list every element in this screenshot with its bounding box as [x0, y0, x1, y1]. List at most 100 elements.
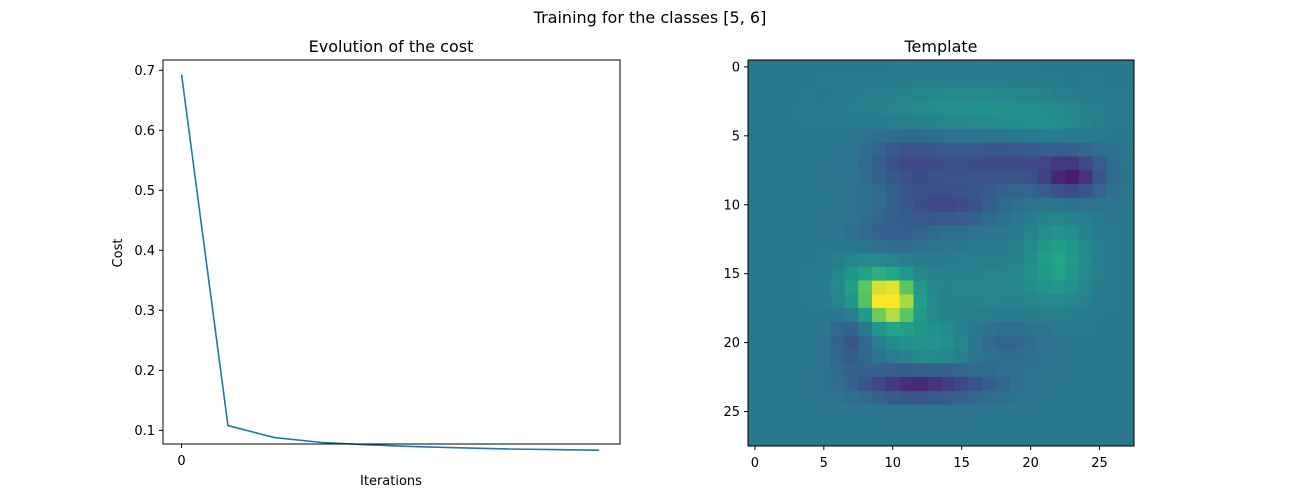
heatmap-cell	[899, 73, 914, 88]
heatmap-cell	[1065, 308, 1080, 323]
heatmap-cell	[1051, 266, 1066, 281]
heatmap-cell	[816, 225, 832, 240]
heatmap-cell	[789, 253, 804, 268]
heatmap-cell	[803, 266, 818, 281]
heatmap-cell	[816, 349, 832, 364]
heatmap-cell	[789, 266, 804, 281]
heatmap-cell	[1092, 156, 1107, 171]
heatmap-cell	[761, 294, 776, 309]
heatmap-cell	[1065, 142, 1080, 157]
heatmap-cell	[899, 115, 914, 130]
heatmap-cell	[927, 266, 942, 281]
heatmap-cell	[789, 128, 804, 144]
heatmap-cell	[844, 390, 859, 406]
heatmap-cell	[872, 115, 887, 130]
heatmap-cell	[803, 390, 818, 406]
heatmap-cell	[968, 73, 983, 88]
heatmap-cell	[1023, 390, 1038, 406]
heatmap-cell	[803, 363, 818, 378]
heatmap-cell	[1120, 266, 1135, 281]
heatmap-cell	[1009, 432, 1025, 447]
heatmap-cell	[927, 225, 942, 240]
heatmap-cell	[899, 142, 914, 157]
heatmap-cell	[803, 225, 818, 240]
heatmap-cell	[941, 156, 956, 171]
heatmap-cell	[761, 225, 776, 240]
heatmap-cell	[941, 101, 956, 116]
heatmap-cell	[816, 266, 832, 281]
heatmap-cell	[996, 294, 1011, 309]
heatmap-cell	[968, 253, 983, 268]
heatmap-cell	[1051, 197, 1066, 213]
heatmap-cell	[885, 115, 901, 130]
heatmap-cell	[1120, 197, 1135, 213]
heatmap-cell	[844, 142, 859, 157]
cost-y-tick-label: 0.2	[134, 364, 155, 379]
heatmap-cell	[927, 432, 942, 447]
heatmap-cell	[899, 390, 914, 406]
heatmap-cell	[1051, 280, 1066, 295]
heatmap-cell	[1092, 128, 1107, 144]
heatmap-cell	[982, 432, 997, 447]
heatmap-cell	[982, 404, 997, 419]
heatmap-cell	[954, 225, 969, 240]
heatmap-cell	[1023, 294, 1038, 309]
heatmap-cell	[899, 349, 914, 364]
heatmap-cell	[899, 418, 914, 433]
heatmap-cell	[1009, 128, 1025, 144]
heatmap-cell	[1106, 156, 1121, 171]
heatmap-cell	[941, 253, 956, 268]
heatmap-cell	[982, 321, 997, 337]
heatmap-cell	[968, 377, 983, 392]
heatmap-cell	[775, 335, 790, 350]
heatmap-cell	[885, 418, 901, 433]
heatmap-cell	[941, 266, 956, 281]
heatmap-cell	[872, 73, 887, 88]
heatmap-cell	[761, 321, 776, 337]
heatmap-cell	[1120, 294, 1135, 309]
heatmap-cell	[830, 197, 845, 213]
heatmap-cell	[858, 115, 873, 130]
heatmap-cell	[789, 404, 804, 419]
heatmap-cell	[954, 321, 969, 337]
cost-chart-plot-area: 0.1 0.2 0.3 0.4 0.5 0.6 0.7 0	[134, 59, 621, 469]
heatmap-cell	[1120, 377, 1135, 392]
heatmap-cell	[872, 349, 887, 364]
heatmap-cell	[1092, 377, 1107, 392]
heatmap-cell	[872, 184, 887, 199]
heatmap-cell	[872, 101, 887, 116]
heatmap-cell	[968, 418, 983, 433]
heatmap-cell	[1037, 280, 1052, 295]
heatmap-cell	[748, 211, 763, 226]
heatmap-cell	[968, 363, 983, 378]
heatmap-cell	[1037, 101, 1052, 116]
heatmap-cell	[1092, 115, 1107, 130]
heatmap-cell	[1106, 294, 1121, 309]
heatmap-cell	[816, 335, 832, 350]
heatmap-cell	[830, 363, 845, 378]
heatmap-cell	[1065, 253, 1080, 268]
heatmap-cell	[1037, 184, 1052, 199]
heatmap-cell	[872, 197, 887, 213]
heatmap-cell	[996, 266, 1011, 281]
heatmap-cell	[789, 418, 804, 433]
heatmap-cell	[1037, 363, 1052, 378]
heatmap-cell	[954, 170, 969, 185]
figure-title: Training for the classes [5, 6]	[533, 8, 767, 27]
heatmap-cell	[899, 60, 914, 75]
cost-chart: Evolution of the cost Iterations Cost 0.…	[111, 37, 621, 489]
heatmap-cell	[941, 321, 956, 337]
heatmap-cell	[775, 432, 790, 447]
heatmap-cell	[1120, 101, 1135, 116]
heatmap-cell	[761, 390, 776, 406]
heatmap-cell	[803, 294, 818, 309]
heatmap-cell	[1009, 418, 1025, 433]
heatmap-cell	[761, 363, 776, 378]
heatmap-cell	[1065, 280, 1080, 295]
heatmap-cell	[748, 363, 763, 378]
heatmap-cell	[1009, 335, 1025, 350]
heatmap-cell	[954, 156, 969, 171]
heatmap-cell	[913, 335, 928, 350]
heatmap-cell	[748, 73, 763, 88]
heatmap-cell	[1037, 73, 1052, 88]
